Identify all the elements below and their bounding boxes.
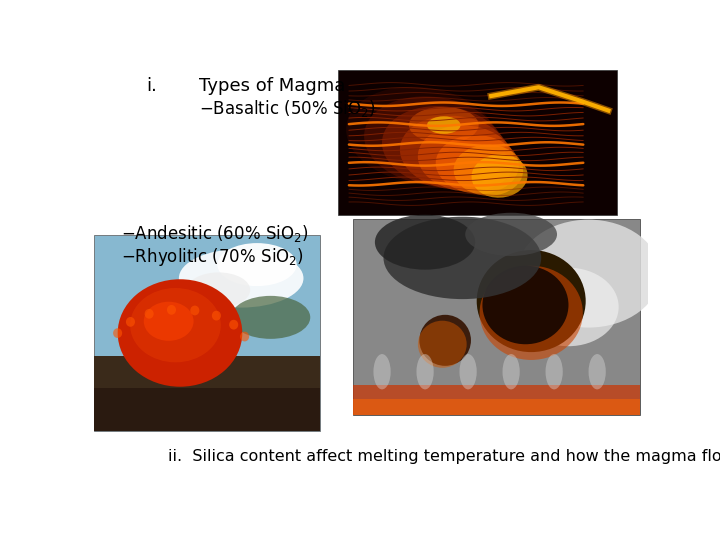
Ellipse shape [145,309,153,319]
Bar [94,388,320,431]
Ellipse shape [144,302,194,341]
Text: $-$Andesitic (60% SiO$_2$): $-$Andesitic (60% SiO$_2$) [121,223,308,244]
Bar [94,235,320,431]
Ellipse shape [374,354,391,389]
Ellipse shape [419,315,471,366]
Ellipse shape [186,272,251,308]
Ellipse shape [459,354,477,389]
Ellipse shape [167,305,176,315]
Ellipse shape [400,116,510,190]
Ellipse shape [229,320,238,329]
Ellipse shape [546,354,563,389]
Ellipse shape [179,249,303,308]
Bar [354,219,640,415]
Ellipse shape [477,250,585,352]
Ellipse shape [416,354,433,389]
Ellipse shape [427,116,461,134]
Ellipse shape [418,125,514,192]
Ellipse shape [190,306,199,315]
Ellipse shape [518,268,618,346]
Bar [94,356,320,431]
Ellipse shape [231,296,310,339]
Ellipse shape [364,96,501,186]
Ellipse shape [436,135,519,194]
Bar [354,399,640,415]
Text: $-$Basaltic (50% SiO$_2$): $-$Basaltic (50% SiO$_2$) [199,98,376,119]
Ellipse shape [384,217,541,299]
Ellipse shape [409,107,479,143]
Ellipse shape [465,213,557,256]
Ellipse shape [217,243,297,286]
Ellipse shape [130,288,221,362]
Text: Types of Magma: Types of Magma [199,77,345,95]
Ellipse shape [482,266,569,345]
Ellipse shape [472,154,528,198]
Ellipse shape [126,317,135,327]
Text: ii.  Silica content affect melting temperature and how the magma flows.: ii. Silica content affect melting temper… [168,449,720,464]
Ellipse shape [517,220,660,328]
Ellipse shape [480,266,582,360]
Ellipse shape [418,321,467,368]
Text: i.: i. [145,77,157,95]
Ellipse shape [240,332,249,341]
Bar [354,386,640,415]
Ellipse shape [346,87,497,184]
Ellipse shape [454,145,523,195]
Ellipse shape [113,328,122,338]
Ellipse shape [212,310,221,321]
Text: $-$Rhyolitic (70% SiO$_2$): $-$Rhyolitic (70% SiO$_2$) [121,246,304,268]
Ellipse shape [375,215,475,269]
Ellipse shape [588,354,606,389]
Ellipse shape [503,354,520,389]
Bar [338,70,617,215]
Ellipse shape [117,279,243,387]
Ellipse shape [382,106,505,188]
